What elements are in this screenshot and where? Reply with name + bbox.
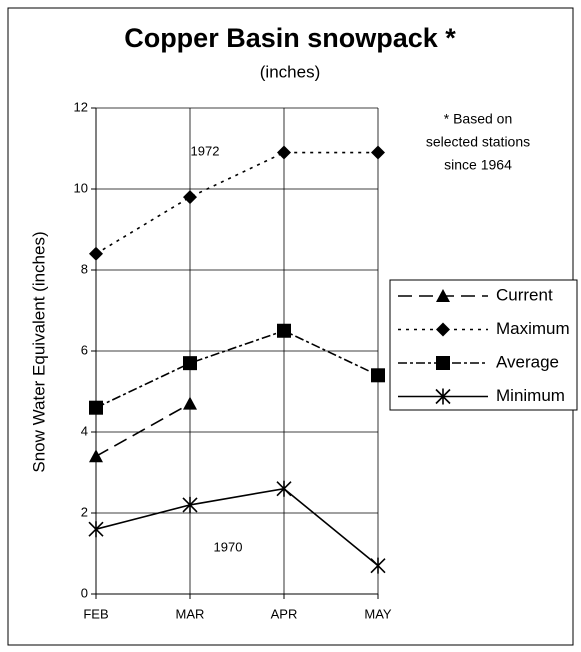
note: * Based on bbox=[444, 111, 513, 127]
chart-subtitle: (inches) bbox=[260, 62, 320, 81]
x-tick-label: MAR bbox=[176, 606, 205, 621]
marker bbox=[182, 496, 198, 513]
marker bbox=[183, 356, 197, 371]
legend-label: Maximum bbox=[496, 319, 570, 338]
y-tick-label: 6 bbox=[81, 342, 88, 357]
x-tick-label: APR bbox=[271, 606, 298, 621]
legend-box bbox=[389, 279, 578, 411]
marker bbox=[436, 322, 450, 337]
y-tick-label: 8 bbox=[81, 261, 88, 276]
marker bbox=[183, 190, 197, 205]
marker bbox=[370, 557, 386, 574]
y-tick-label: 10 bbox=[74, 180, 88, 195]
marker bbox=[435, 388, 451, 405]
marker bbox=[371, 145, 385, 160]
y-axis-label: Snow Water Equivalent (inches) bbox=[29, 231, 48, 472]
series-line bbox=[95, 329, 379, 409]
marker bbox=[276, 480, 292, 497]
marker bbox=[436, 289, 450, 302]
note: selected stations bbox=[426, 134, 530, 150]
legend-label: Current bbox=[496, 285, 553, 304]
y-tick-label: 12 bbox=[74, 99, 88, 114]
marker bbox=[183, 396, 197, 410]
marker bbox=[371, 368, 385, 383]
marker bbox=[89, 246, 103, 261]
x-tick-label: MAY bbox=[364, 606, 392, 621]
annotation: 1972 bbox=[191, 143, 220, 158]
marker bbox=[277, 323, 291, 338]
marker bbox=[436, 356, 450, 370]
annotation: 1970 bbox=[214, 539, 243, 554]
marker bbox=[89, 449, 103, 463]
x-tick-label: FEB bbox=[83, 606, 108, 621]
marker bbox=[277, 145, 291, 160]
y-tick-label: 4 bbox=[81, 423, 88, 438]
legend-label: Average bbox=[496, 352, 559, 371]
legend-label: Minimum bbox=[496, 386, 565, 405]
marker bbox=[88, 521, 104, 538]
series-line bbox=[95, 487, 379, 567]
note: since 1964 bbox=[444, 157, 512, 173]
marker bbox=[89, 400, 103, 415]
chart-title: Copper Basin snowpack * bbox=[124, 23, 456, 53]
y-tick-label: 0 bbox=[81, 585, 88, 600]
series-line bbox=[95, 151, 378, 255]
y-tick-label: 2 bbox=[81, 504, 88, 519]
series-line bbox=[95, 402, 191, 457]
